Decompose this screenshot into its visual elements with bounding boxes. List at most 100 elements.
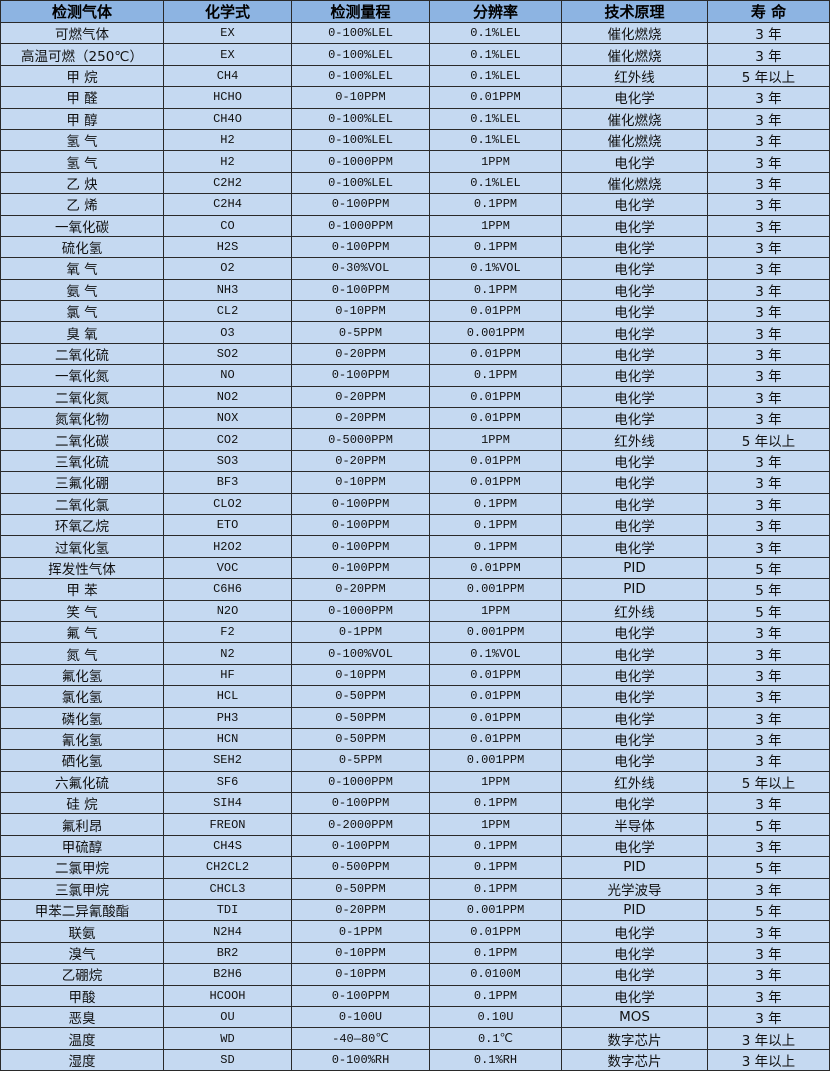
principle-cell: 半导体: [561, 813, 708, 836]
principle-cell: 电化学: [561, 834, 708, 858]
gas-cell: 一氧化氮: [0, 364, 164, 387]
resolution-cell: 0.001PPM: [429, 749, 562, 772]
table-row: 高温可燃（250℃） EX 0-100%LEL 0.1%LEL 催化燃烧 3 年: [0, 43, 830, 66]
gas-cell: 臭 氧: [0, 321, 164, 344]
principle-cell: PID: [561, 899, 708, 922]
principle-cell: 电化学: [561, 920, 708, 943]
gas-cell: 氮氧化物: [0, 407, 164, 430]
table-row: 挥发性气体 VOC 0-100PPM 0.01PPM PID 5 年: [0, 556, 830, 580]
range-cell: 0-50PPM: [291, 727, 430, 751]
gas-cell: 氯化氢: [0, 685, 164, 708]
formula-cell: CLO2: [163, 492, 292, 515]
resolution-cell: 0.1PPM: [429, 235, 562, 259]
gas-cell: 过氧化氢: [0, 535, 164, 558]
range-cell: 0-100PPM: [291, 984, 430, 1007]
lifespan-cell: 3 年: [707, 107, 830, 130]
principle-cell: PID: [561, 578, 708, 601]
range-cell: 0-1PPM: [291, 920, 430, 943]
gas-cell: 硒化氢: [0, 749, 164, 772]
range-cell: 0-50PPM: [291, 877, 430, 901]
resolution-cell: 0.001PPM: [429, 899, 562, 922]
principle-cell: PID: [561, 556, 708, 580]
formula-cell: CH2CL2: [163, 856, 292, 879]
formula-cell: PH3: [163, 706, 292, 729]
principle-cell: 电化学: [561, 941, 708, 965]
principle-cell: MOS: [561, 1005, 708, 1029]
principle-cell: 电化学: [561, 235, 708, 259]
formula-cell: H2: [163, 150, 292, 173]
range-cell: 0-1000PPM: [291, 770, 430, 794]
lifespan-cell: 5 年以上: [707, 64, 830, 88]
range-cell: 0-100PPM: [291, 278, 430, 302]
formula-cell: O3: [163, 321, 292, 344]
formula-cell: SIH4: [163, 792, 292, 815]
formula-cell: ETO: [163, 513, 292, 537]
resolution-cell: 1PPM: [429, 770, 562, 794]
table-row: 甲酸 HCOOH 0-100PPM 0.1PPM 电化学 3 年: [0, 984, 830, 1007]
lifespan-cell: 5 年: [707, 578, 830, 601]
gas-cell: 氢 气: [0, 128, 164, 152]
gas-cell: 六氟化硫: [0, 770, 164, 794]
range-cell: -40—80℃: [291, 1027, 430, 1050]
resolution-cell: 0.01PPM: [429, 407, 562, 430]
lifespan-cell: 3 年: [707, 278, 830, 302]
range-cell: 0-100PPM: [291, 193, 430, 216]
table-row: 联氨 N2H4 0-1PPM 0.01PPM 电化学 3 年: [0, 920, 830, 943]
lifespan-cell: 3 年: [707, 920, 830, 943]
range-cell: 0-100PPM: [291, 235, 430, 259]
principle-cell: 电化学: [561, 984, 708, 1007]
table-row: 溴气 BR2 0-10PPM 0.1PPM 电化学 3 年: [0, 941, 830, 965]
range-cell: 0-20PPM: [291, 449, 430, 473]
formula-cell: VOC: [163, 556, 292, 580]
principle-cell: 光学波导: [561, 877, 708, 901]
lifespan-cell: 3 年: [707, 385, 830, 409]
gas-cell: 溴气: [0, 941, 164, 965]
header-formula: 化学式: [163, 0, 292, 23]
formula-cell: HCN: [163, 727, 292, 751]
principle-cell: 电化学: [561, 492, 708, 515]
table-row: 二氧化碳 CO2 0-5000PPM 1PPM 红外线 5 年以上: [0, 428, 830, 451]
principle-cell: 电化学: [561, 685, 708, 708]
formula-cell: HCL: [163, 685, 292, 708]
principle-cell: 催化燃烧: [561, 107, 708, 130]
resolution-cell: 0.1%LEL: [429, 128, 562, 152]
range-cell: 0-100PPM: [291, 556, 430, 580]
resolution-cell: 0.01PPM: [429, 685, 562, 708]
gas-cell: 甲 醇: [0, 107, 164, 130]
gas-cell: 笑 气: [0, 599, 164, 622]
range-cell: 0-1PPM: [291, 620, 430, 644]
header-row: 检测气体 化学式 检测量程 分辨率 技术原理 寿 命: [0, 0, 830, 23]
principle-cell: 电化学: [561, 706, 708, 729]
range-cell: 0-20PPM: [291, 342, 430, 366]
resolution-cell: 0.1PPM: [429, 792, 562, 815]
table-row: 六氟化硫 SF6 0-1000PPM 1PPM 红外线 5 年以上: [0, 770, 830, 794]
range-cell: 0-100%LEL: [291, 43, 430, 66]
resolution-cell: 0.1PPM: [429, 984, 562, 1007]
lifespan-cell: 3 年: [707, 984, 830, 1007]
resolution-cell: 1PPM: [429, 813, 562, 836]
resolution-cell: 0.01PPM: [429, 300, 562, 323]
principle-cell: 电化学: [561, 385, 708, 409]
table-row: 一氧化碳 CO 0-1000PPM 1PPM 电化学 3 年: [0, 214, 830, 237]
gas-cell: 二氧化氮: [0, 385, 164, 409]
resolution-cell: 0.1℃: [429, 1027, 562, 1050]
resolution-cell: 0.01PPM: [429, 727, 562, 751]
table-row: 湿度 SD 0-100%RH 0.1%RH 数字芯片 3 年以上: [0, 1048, 830, 1072]
lifespan-cell: 3 年: [707, 43, 830, 66]
table-row: 温度 WD -40—80℃ 0.1℃ 数字芯片 3 年以上: [0, 1027, 830, 1050]
table-row: 笑 气 N2O 0-1000PPM 1PPM 红外线 5 年: [0, 599, 830, 622]
gas-cell: 联氨: [0, 920, 164, 943]
resolution-cell: 1PPM: [429, 428, 562, 451]
range-cell: 0-100PPM: [291, 492, 430, 515]
resolution-cell: 0.01PPM: [429, 471, 562, 494]
table-row: 甲硫醇 CH4S 0-100PPM 0.1PPM 电化学 3 年: [0, 834, 830, 858]
table-row: 氮氧化物 NOX 0-20PPM 0.01PPM 电化学 3 年: [0, 407, 830, 430]
table-row: 三氟化硼 BF3 0-10PPM 0.01PPM 电化学 3 年: [0, 471, 830, 494]
principle-cell: 数字芯片: [561, 1027, 708, 1050]
lifespan-cell: 3 年: [707, 342, 830, 366]
resolution-cell: 0.01PPM: [429, 342, 562, 366]
principle-cell: 电化学: [561, 963, 708, 986]
lifespan-cell: 3 年: [707, 171, 830, 195]
range-cell: 0-100PPM: [291, 834, 430, 858]
resolution-cell: 0.10U: [429, 1005, 562, 1029]
